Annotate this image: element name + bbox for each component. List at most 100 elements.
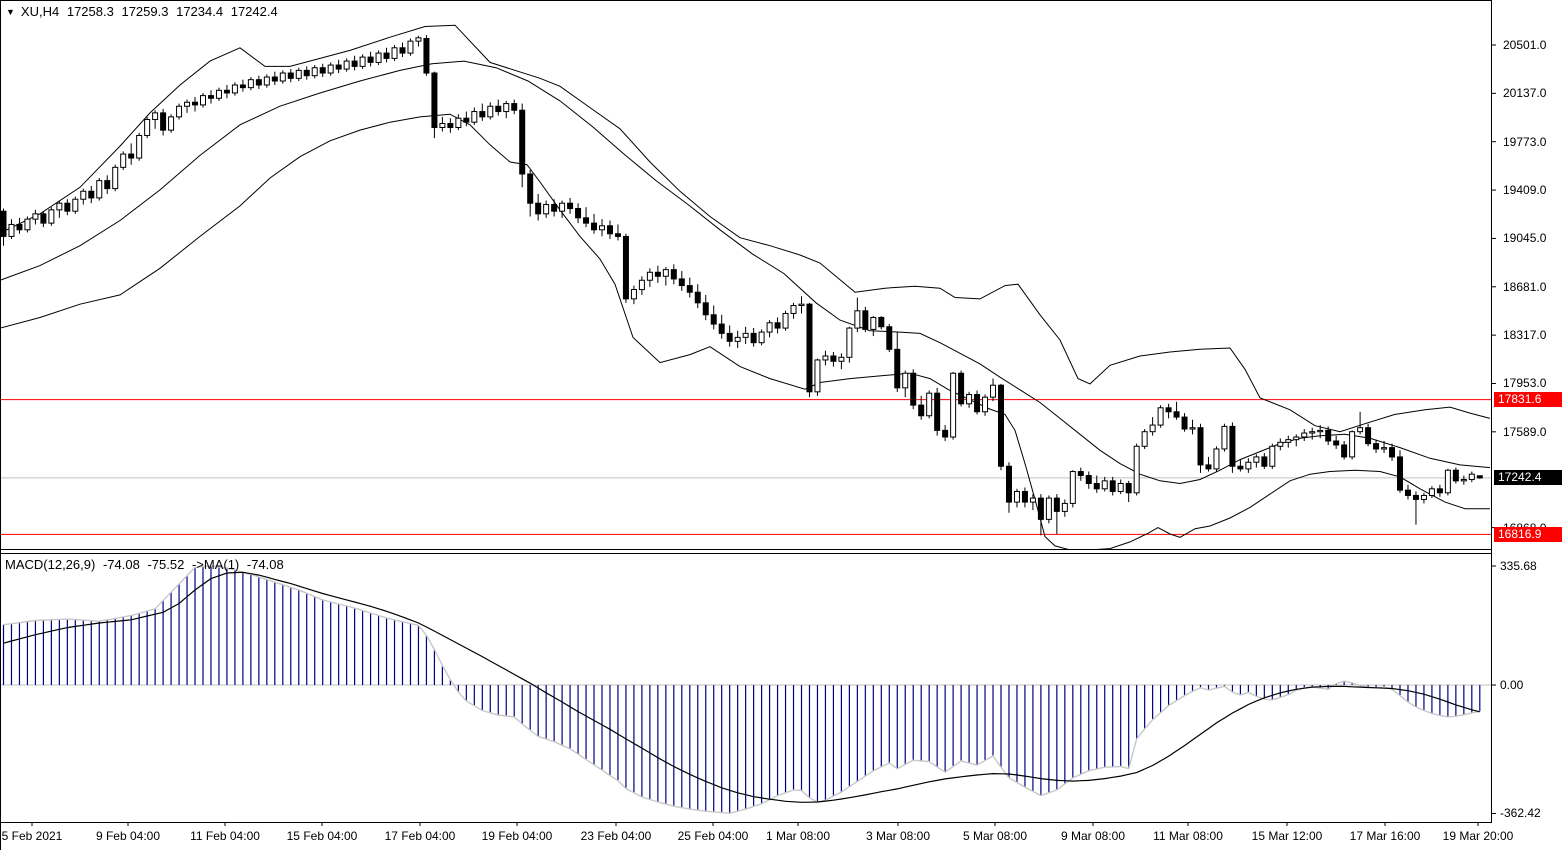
time-axis-label: 17 Feb 04:00 (384, 829, 456, 843)
open-value: 17258.3 (66, 4, 114, 19)
candle-body (279, 72, 286, 82)
candle-body (918, 404, 925, 417)
candle-body (1021, 490, 1028, 503)
price-axis-label: 19045.0 (1503, 231, 1547, 246)
candle-body (543, 204, 550, 215)
candle-body (239, 84, 246, 89)
candle-body (391, 47, 398, 59)
price-axis-label: 20501.0 (1503, 38, 1547, 52)
candle-body (1373, 443, 1380, 450)
candle-body (287, 72, 294, 79)
candle-body (407, 40, 414, 54)
candle-body (982, 396, 989, 413)
candle-body (1061, 502, 1068, 512)
price-panel[interactable] (0, 24, 1491, 550)
candle-body (327, 64, 334, 74)
candle-body (1253, 456, 1260, 463)
candle-body (319, 67, 326, 74)
candle-body (1229, 425, 1236, 467)
candle-body (766, 322, 773, 333)
candle-body (662, 269, 669, 277)
candle-body (726, 332, 733, 342)
candle-body (112, 166, 119, 190)
candle-body (32, 213, 39, 220)
candle-body (1333, 440, 1340, 446)
candle-body (1277, 441, 1284, 447)
candle-body (559, 202, 566, 212)
time-axis-label: 25 Feb 04:00 (677, 829, 749, 843)
candle-body (1285, 439, 1292, 443)
candle-body (1317, 429, 1324, 433)
candle-body (1349, 431, 1356, 458)
macd-axis-label: 335.68 (1500, 559, 1537, 573)
candle-body (503, 103, 510, 113)
candle-body (399, 47, 406, 54)
candle-body (902, 372, 909, 389)
candle-body (926, 392, 933, 417)
time-axis-label: 15 Feb 04:00 (286, 829, 358, 843)
time-axis-label: 19 Mar 20:00 (1442, 829, 1514, 843)
candle-body (710, 314, 717, 325)
candle-body (878, 316, 885, 328)
bollinger-lower-band (1, 113, 1490, 549)
candle-body (1357, 427, 1364, 433)
candle-body (654, 271, 661, 277)
time-axis-label: 19 Feb 04:00 (481, 829, 553, 843)
candle-body (591, 222, 598, 231)
candle-body (8, 223, 15, 237)
candle-body (223, 89, 230, 94)
candle-body (423, 37, 430, 74)
high-value: 17259.3 (121, 4, 169, 19)
macd-ma-name: ->MA(1) (191, 557, 240, 572)
candle-body (998, 384, 1004, 467)
candle-body (255, 79, 262, 86)
time-axis-label: 11 Feb 04:00 (190, 829, 260, 843)
candle-body (1, 210, 7, 237)
close-value: 17242.4 (230, 4, 278, 19)
candle-body (176, 105, 183, 118)
candle-body (798, 303, 805, 306)
bollinger-middle-band (1, 60, 1491, 485)
candle-body (463, 117, 470, 123)
candle-body (200, 95, 206, 106)
level-price-box: 17831.6 (1494, 392, 1562, 408)
candle-body (862, 310, 869, 330)
candle-body (303, 69, 310, 77)
candle-body (1093, 482, 1100, 490)
candle-body (886, 326, 893, 350)
macd-axis-label: 0.00 (1500, 678, 1524, 692)
price-axis-label: 19773.0 (1503, 134, 1547, 149)
candle-body (24, 218, 31, 231)
macd-signal-value: -75.52 (147, 557, 185, 572)
candle-body (575, 208, 582, 219)
candle-body (822, 355, 829, 361)
candle-body (1141, 431, 1148, 447)
price-axis-label: 18681.0 (1503, 279, 1547, 294)
time-axis-label: 9 Feb 04:00 (95, 829, 161, 843)
candle-body (1460, 479, 1467, 482)
price-axis-label: 20137.0 (1503, 86, 1547, 101)
candle-body (439, 123, 446, 128)
time-axis-label: 11 Mar 08:00 (1153, 829, 1223, 843)
candle-body (535, 202, 542, 215)
candle-body (527, 173, 534, 204)
candle-body (215, 89, 222, 99)
candle-body (1133, 445, 1140, 494)
candle-body (48, 209, 55, 224)
time-axis-label: 5 Feb 2021 (1, 829, 63, 843)
macd-name: MACD(12,26,9) (5, 557, 96, 572)
symbol-legend[interactable]: ▼ XU,H4 17258.3 17259.3 17234.4 17242.4 (6, 4, 282, 19)
macd-main-value: -74.08 (102, 557, 140, 572)
macd-panel[interactable] (0, 565, 1491, 815)
candle-body (495, 105, 502, 113)
candle-body (638, 279, 645, 291)
candle-body (1165, 407, 1172, 413)
time-axis-label: 5 Mar 08:00 (962, 829, 1028, 843)
macd-indicator-legend: MACD(12,26,9) -74.08 -75.52 ->MA(1) -74.… (5, 557, 288, 572)
candle-body (1381, 447, 1388, 450)
candle-body (128, 153, 135, 159)
candle-body (184, 101, 191, 107)
candle-body (367, 56, 374, 63)
candle-body (1325, 429, 1332, 442)
